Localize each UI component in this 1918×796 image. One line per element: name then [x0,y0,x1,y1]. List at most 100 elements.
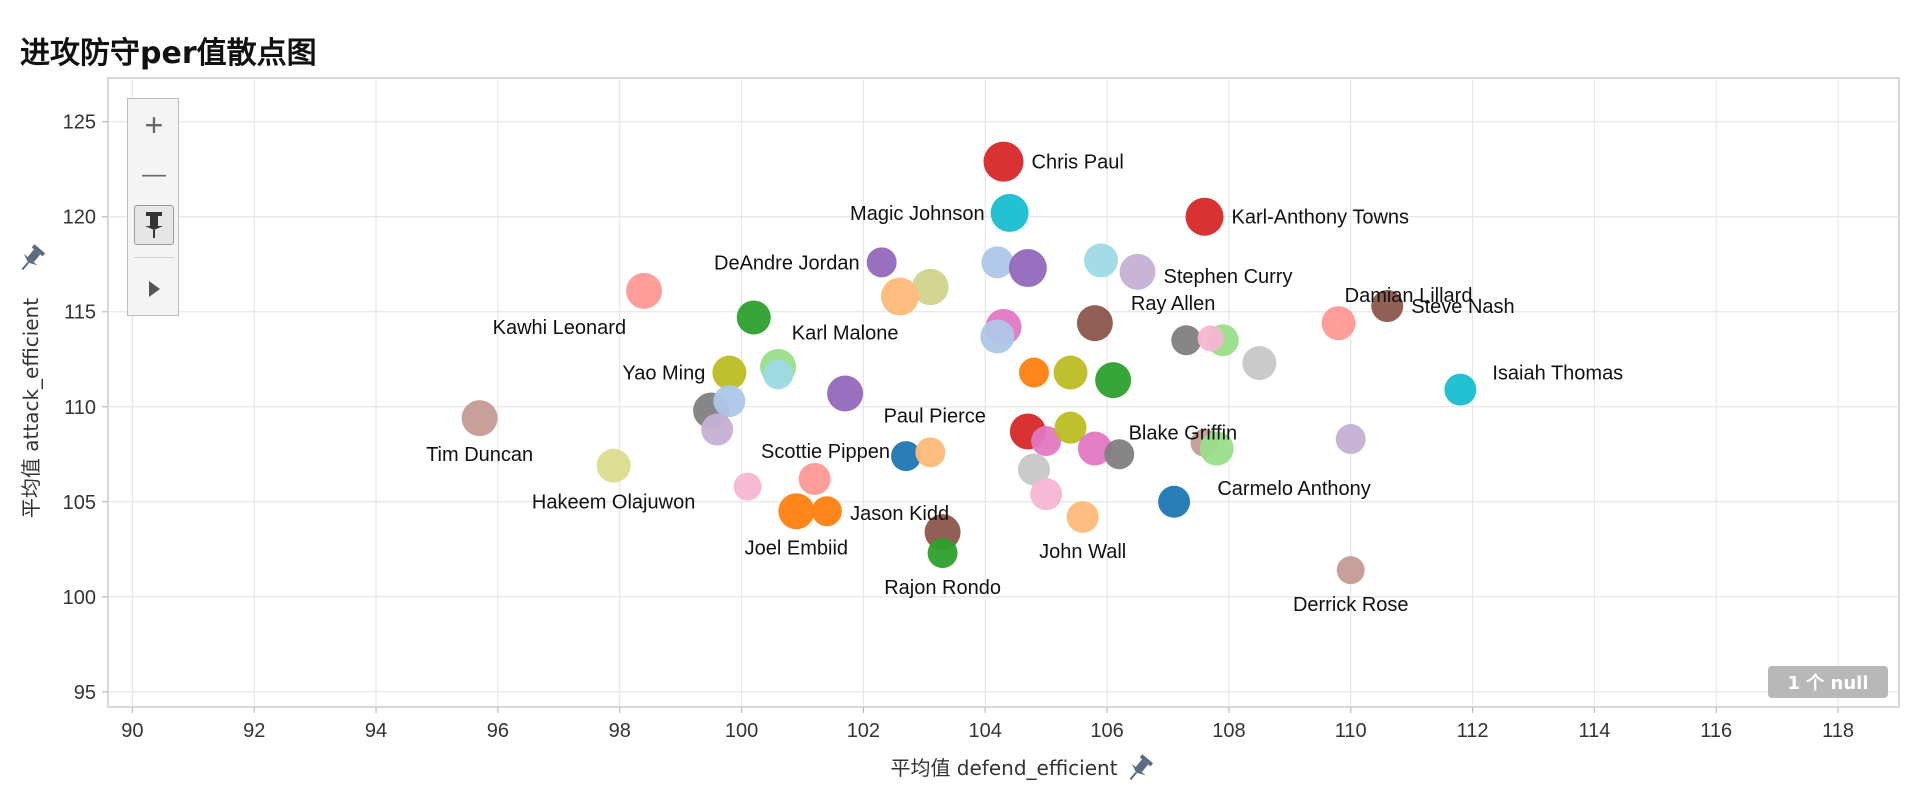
play-button[interactable] [134,269,174,309]
point-label: Rajon Rondo [884,577,1001,599]
point-label: Isaiah Thomas [1492,363,1623,385]
data-point[interactable] [1008,249,1047,288]
x-tick-label: 108 [1212,720,1245,742]
data-point[interactable] [1083,243,1118,278]
x-axis-pin-icon[interactable] [1123,753,1154,785]
x-tick-label: 94 [365,720,387,742]
point-label: Magic Johnson [850,203,985,225]
data-point[interactable] [1054,411,1087,444]
data-point[interactable] [990,193,1029,232]
y-tick-label: 100 [63,587,96,609]
data-point[interactable] [1030,478,1063,511]
data-point[interactable] [1197,325,1224,352]
point-label: Stephen Curry [1164,266,1293,288]
data-point[interactable] [1158,485,1191,518]
data-point[interactable] [1242,346,1277,381]
x-tick-label: 102 [847,720,880,742]
data-point[interactable] [1104,439,1135,470]
point-label: DeAndre Jordan [714,252,860,274]
y-tick-label: 120 [63,207,96,229]
data-point[interactable] [880,277,919,316]
data-point[interactable] [1031,425,1062,456]
data-point[interactable] [736,300,771,335]
data-point[interactable] [891,441,922,472]
chart-title: 进攻防守per值散点图 [20,36,317,71]
y-tick-label: 105 [63,492,96,514]
point-label: John Wall [1039,541,1126,563]
data-point[interactable] [763,359,794,390]
y-axis-ticks: 95 100 105 110 115 120 125 [63,112,108,704]
data-point[interactable] [1076,305,1113,342]
data-point[interactable] [778,493,815,530]
null-indicator-badge[interactable]: 1 个 null [1768,666,1888,698]
data-point[interactable] [915,437,946,468]
data-point[interactable] [1018,357,1049,388]
data-point[interactable] [1119,253,1156,290]
data-point[interactable] [811,496,842,527]
zoom-out-button[interactable]: — [142,161,166,188]
data-point[interactable] [1371,290,1404,323]
point-label: Hakeem Olajuwon [532,492,695,514]
point-label: Derrick Rose [1293,594,1409,616]
x-tick-label: 90 [121,720,143,742]
x-tick-label: 106 [1090,720,1123,742]
data-point[interactable] [1336,556,1365,585]
gridlines [108,78,1899,707]
x-tick-label: 98 [609,720,631,742]
plot-area [107,77,1900,708]
data-point[interactable] [1017,453,1050,486]
x-tick-label: 118 [1822,720,1854,742]
data-point[interactable] [1185,197,1224,236]
data-point[interactable] [1077,431,1112,466]
data-point[interactable] [1095,362,1132,399]
point-label: Ray Allen [1131,293,1216,315]
data-point[interactable] [981,246,1014,279]
data-point[interactable] [1066,500,1099,533]
data-point[interactable] [461,400,498,437]
data-point[interactable] [626,272,663,309]
point-label: Chris Paul [1032,152,1124,174]
data-point[interactable] [912,269,949,306]
y-tick-label: 110 [64,397,96,419]
x-axis-title: 平均值 defend_efficient [890,756,1117,780]
data-point[interactable] [1199,431,1234,466]
pin-button[interactable] [134,205,174,245]
data-point[interactable] [733,472,762,501]
point-label: Karl Malone [792,322,899,344]
x-tick-label: 104 [969,720,1002,742]
data-point[interactable] [1335,424,1366,455]
y-tick-label: 95 [74,682,96,704]
point-label: Jason Kidd [850,503,949,525]
data-point[interactable] [701,413,734,446]
x-axis-ticks: 90 92 94 96 98 100 102 104 106 108 110 112 114 116 118 [121,707,1854,742]
x-tick-label: 112 [1457,720,1489,742]
y-axis-title: 平均值 attack_efficient [19,298,43,518]
x-tick-label: 96 [487,720,509,742]
data-point[interactable] [712,355,747,390]
zoom-in-button[interactable]: + [144,106,164,143]
point-label: Damian Lillard [1345,285,1473,307]
data-point[interactable] [798,462,831,495]
point-label: Steve Nash [1411,296,1514,318]
data-points [461,141,1477,585]
data-point[interactable] [866,247,897,278]
pin-icon [145,212,163,238]
x-tick-label: 116 [1700,720,1732,742]
point-label: Tim Duncan [426,444,533,466]
data-point[interactable] [596,448,631,483]
map-toolbar: + — [127,98,179,316]
data-point[interactable] [827,375,864,412]
x-tick-label: 110 [1335,720,1367,742]
data-point[interactable] [983,141,1024,182]
point-label: Joel Embiid [745,537,848,559]
y-axis-pin-icon[interactable] [15,243,46,275]
data-point[interactable] [980,319,1015,354]
data-point[interactable] [927,538,958,569]
data-point[interactable] [1444,373,1477,406]
data-point[interactable] [1171,325,1202,356]
data-point[interactable] [1321,306,1356,341]
y-tick-label: 115 [64,302,96,324]
point-label: Karl-Anthony Towns [1232,207,1410,229]
data-point[interactable] [713,385,746,418]
data-point[interactable] [1053,355,1088,390]
